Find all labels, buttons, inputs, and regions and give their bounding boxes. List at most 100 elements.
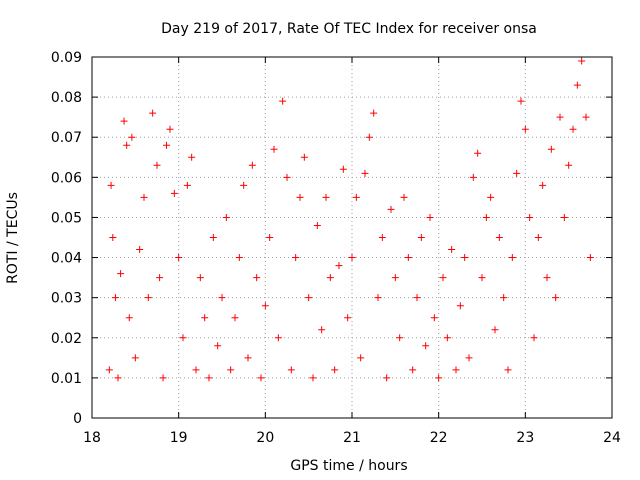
data-point xyxy=(521,125,529,133)
y-tick-label: 0.05 xyxy=(51,210,82,226)
data-point xyxy=(370,109,378,117)
data-point xyxy=(422,342,430,350)
data-point xyxy=(378,234,386,241)
data-point xyxy=(292,254,300,262)
y-tick-label: 0.03 xyxy=(51,291,82,307)
data-point xyxy=(413,294,421,302)
x-tick-label: 20 xyxy=(256,430,274,446)
x-tick-label: 22 xyxy=(430,430,448,446)
data-point xyxy=(543,274,551,282)
data-point xyxy=(227,366,235,374)
data-point xyxy=(205,374,213,382)
data-point xyxy=(443,334,451,342)
data-point xyxy=(222,213,230,221)
data-point xyxy=(573,81,581,89)
data-point xyxy=(409,366,417,374)
data-point xyxy=(365,133,373,141)
data-point xyxy=(105,366,113,374)
data-point xyxy=(240,181,248,189)
data-point xyxy=(257,374,265,382)
data-point xyxy=(117,270,125,278)
data-point xyxy=(111,294,119,302)
data-point xyxy=(175,254,183,262)
data-point xyxy=(192,366,200,374)
data-point xyxy=(578,57,586,65)
data-point xyxy=(344,314,352,322)
data-point xyxy=(391,274,399,282)
data-point xyxy=(183,181,191,189)
data-point xyxy=(500,294,508,302)
data-point xyxy=(149,109,157,117)
data-point xyxy=(214,342,222,350)
data-point xyxy=(426,213,434,221)
data-point xyxy=(404,254,412,262)
data-point xyxy=(461,254,469,262)
data-point xyxy=(539,181,547,189)
data-point xyxy=(123,141,131,149)
data-point xyxy=(339,165,347,173)
data-point xyxy=(487,193,495,201)
data-point xyxy=(582,113,590,121)
data-point xyxy=(352,193,360,201)
data-point xyxy=(400,193,408,201)
data-point xyxy=(465,354,473,362)
data-point xyxy=(508,254,516,262)
data-point xyxy=(196,274,204,282)
data-point xyxy=(248,161,256,169)
data-point xyxy=(357,354,365,362)
data-point xyxy=(235,254,243,262)
data-point xyxy=(361,169,369,177)
data-point xyxy=(530,334,538,342)
chart-title: Day 219 of 2017, Rate Of TEC Index for r… xyxy=(161,21,537,37)
data-point xyxy=(163,141,171,149)
data-point xyxy=(266,234,274,241)
data-point xyxy=(309,374,317,382)
data-point xyxy=(469,173,477,181)
data-point xyxy=(495,234,503,241)
data-point xyxy=(491,326,499,334)
data-point xyxy=(253,274,261,282)
data-point xyxy=(331,366,339,374)
data-point xyxy=(318,326,326,334)
x-axis-label: GPS time / hours xyxy=(290,458,407,474)
grid-lines xyxy=(92,57,612,418)
data-point xyxy=(526,213,534,221)
data-point xyxy=(326,274,334,282)
data-point xyxy=(335,262,343,270)
data-point xyxy=(313,221,321,229)
data-point xyxy=(218,294,226,302)
data-point xyxy=(279,97,287,105)
data-point xyxy=(140,193,148,201)
data-point xyxy=(120,117,128,125)
data-points xyxy=(105,57,594,382)
data-point xyxy=(166,125,174,133)
data-point xyxy=(556,113,564,121)
data-point xyxy=(300,153,308,161)
data-point xyxy=(188,153,196,161)
data-point xyxy=(322,193,330,201)
y-tick-label: 0.04 xyxy=(51,251,82,267)
x-tick-label: 19 xyxy=(170,430,188,446)
data-point xyxy=(430,314,438,322)
x-tick-label: 21 xyxy=(343,430,361,446)
data-point xyxy=(534,234,542,241)
x-tick-label: 24 xyxy=(603,430,621,446)
data-point xyxy=(125,314,133,322)
data-point xyxy=(417,234,425,241)
data-point xyxy=(244,354,252,362)
data-point xyxy=(387,205,395,213)
data-point xyxy=(478,274,486,282)
data-point xyxy=(231,314,239,322)
data-point xyxy=(209,234,217,241)
x-tick-label: 18 xyxy=(83,430,101,446)
data-point xyxy=(513,169,521,177)
data-point xyxy=(547,145,555,153)
data-point xyxy=(474,149,482,157)
data-point xyxy=(396,334,404,342)
data-point xyxy=(552,294,560,302)
data-point xyxy=(348,254,356,262)
data-point xyxy=(287,366,295,374)
data-point xyxy=(283,173,291,181)
data-point xyxy=(107,181,115,189)
